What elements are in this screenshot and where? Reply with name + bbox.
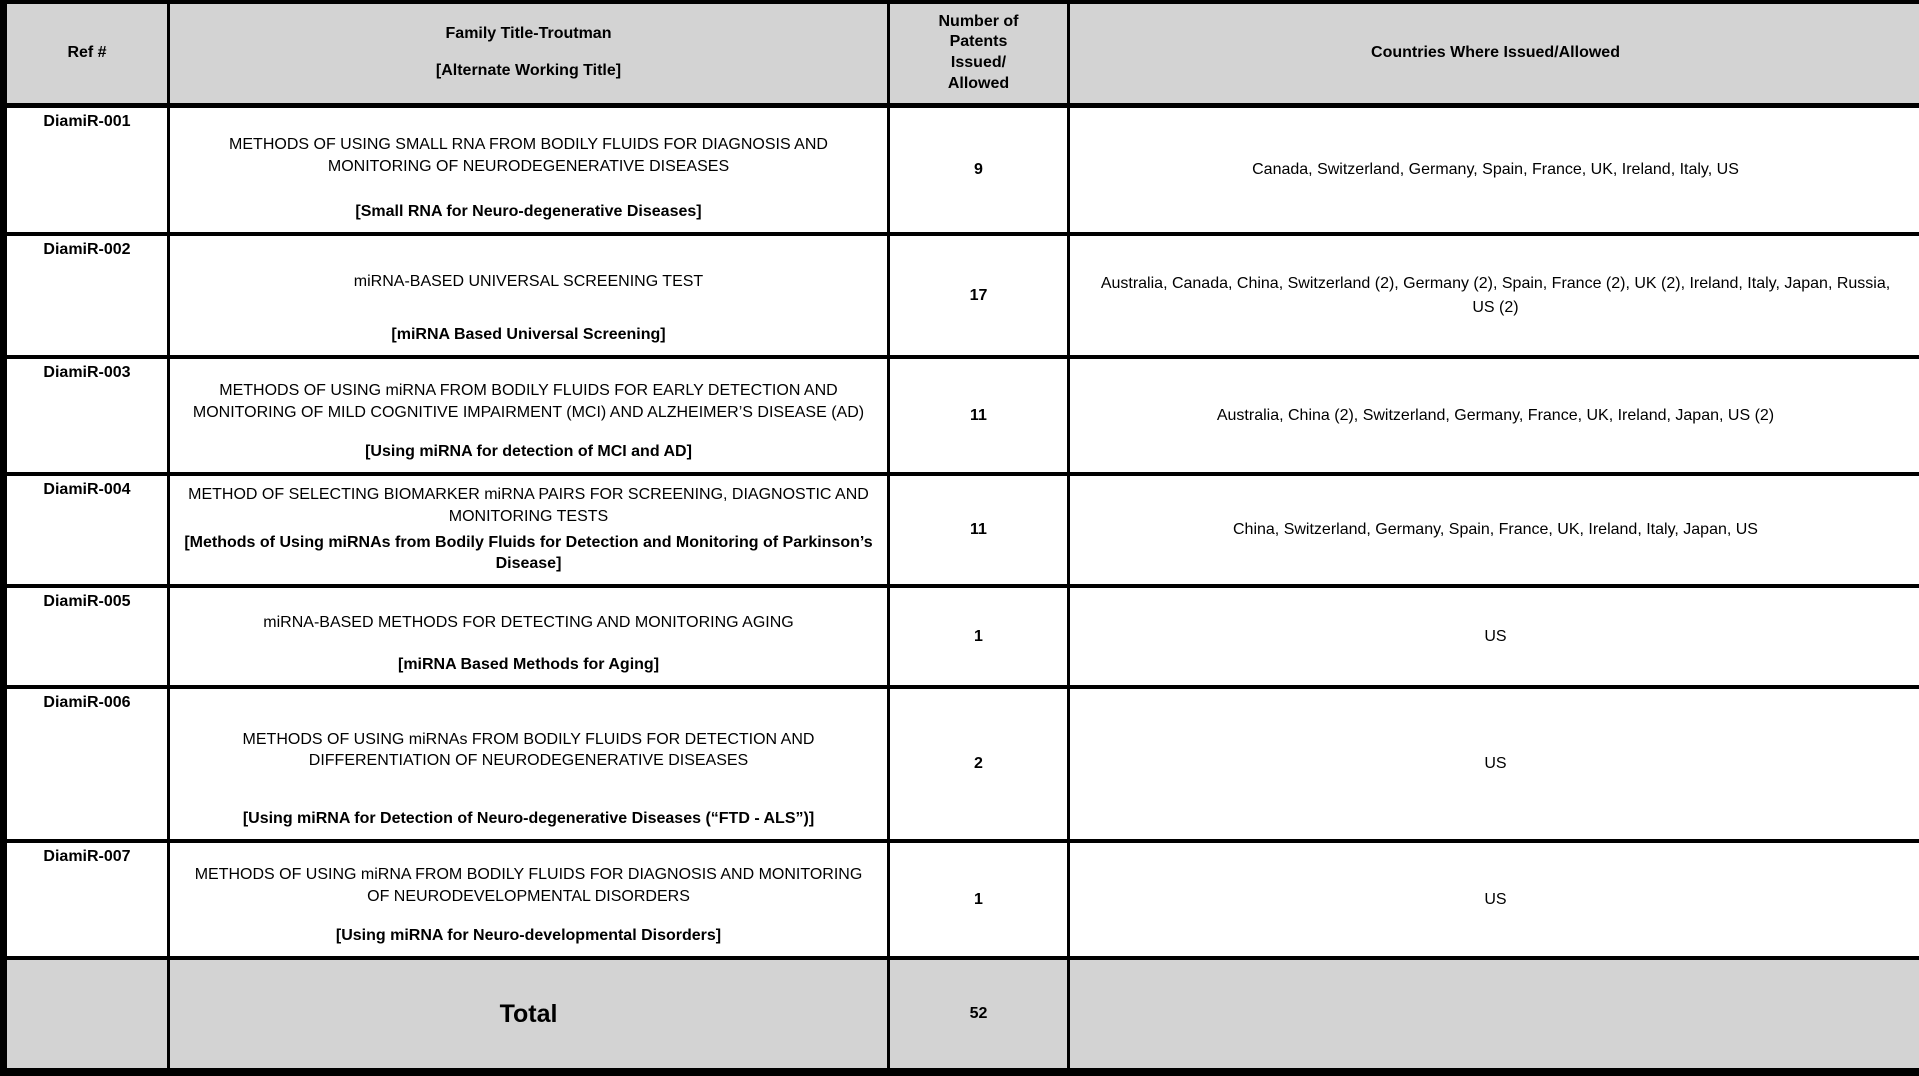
family-title-text: METHODS OF USING miRNA FROM BODILY FLUID… xyxy=(182,365,875,438)
family-title-text: METHODS OF USING SMALL RNA FROM BODILY F… xyxy=(182,114,875,199)
family-title-text: METHODS OF USING miRNAs FROM BODILY FLUI… xyxy=(182,695,875,805)
family-title-text: METHOD OF SELECTING BIOMARKER miRNA PAIR… xyxy=(182,482,875,529)
alternate-title-text: [miRNA Based Methods for Aging] xyxy=(182,651,875,676)
table-row: DiamiR-004 METHOD OF SELECTING BIOMARKER… xyxy=(4,474,1919,586)
countries-cell: US xyxy=(1069,687,1919,841)
patents-count-cell: 17 xyxy=(889,234,1069,357)
patents-count-cell: 1 xyxy=(889,586,1069,687)
countries-cell: Canada, Switzerland, Germany, Spain, Fra… xyxy=(1069,105,1919,234)
patents-count-cell: 11 xyxy=(889,357,1069,474)
family-title-cell: METHODS OF USING miRNA FROM BODILY FLUID… xyxy=(169,841,889,958)
family-title-cell: miRNA-BASED METHODS FOR DETECTING AND MO… xyxy=(169,586,889,687)
ref-cell: DiamiR-002 xyxy=(4,234,169,357)
countries-cell: China, Switzerland, Germany, Spain, Fran… xyxy=(1069,474,1919,586)
patents-count-cell: 1 xyxy=(889,841,1069,958)
patents-count-cell: 9 xyxy=(889,105,1069,234)
ref-cell: DiamiR-006 xyxy=(4,687,169,841)
family-title-cell: METHODS OF USING SMALL RNA FROM BODILY F… xyxy=(169,105,889,234)
family-title-text: miRNA-BASED UNIVERSAL SCREENING TEST xyxy=(182,242,875,321)
countries-cell: Australia, China (2), Switzerland, Germa… xyxy=(1069,357,1919,474)
table-row: DiamiR-001 METHODS OF USING SMALL RNA FR… xyxy=(4,105,1919,234)
alternate-title-text: [Using miRNA for detection of MCI and AD… xyxy=(182,438,875,463)
total-label-cell: Total xyxy=(169,958,889,1072)
table-body: DiamiR-001 METHODS OF USING SMALL RNA FR… xyxy=(4,105,1919,958)
family-title-text: METHODS OF USING miRNA FROM BODILY FLUID… xyxy=(182,849,875,922)
family-title-header-text: Family Title-Troutman xyxy=(446,24,612,45)
alternate-title-text: [Small RNA for Neuro-degenerative Diseas… xyxy=(182,198,875,223)
column-header-patents: Number of Patents Issued/ Allowed xyxy=(889,2,1069,105)
family-title-cell: METHODS OF USING miRNAs FROM BODILY FLUI… xyxy=(169,687,889,841)
total-ref-cell-empty xyxy=(4,958,169,1072)
ref-cell: DiamiR-001 xyxy=(4,105,169,234)
alternate-title-text: [Using miRNA for Detection of Neuro-dege… xyxy=(182,805,875,830)
table-row: DiamiR-007 METHODS OF USING miRNA FROM B… xyxy=(4,841,1919,958)
ref-cell: DiamiR-003 xyxy=(4,357,169,474)
patents-count-cell: 11 xyxy=(889,474,1069,586)
ref-cell: DiamiR-004 xyxy=(4,474,169,586)
alternate-title-header-text: [Alternate Working Title] xyxy=(436,61,621,82)
countries-cell: US xyxy=(1069,841,1919,958)
table-footer: Total 52 xyxy=(4,958,1919,1072)
total-patents-cell: 52 xyxy=(889,958,1069,1072)
alternate-title-text: [Using miRNA for Neuro-developmental Dis… xyxy=(182,922,875,947)
table-row: DiamiR-005 miRNA-BASED METHODS FOR DETEC… xyxy=(4,586,1919,687)
table-header: Ref # Family Title-Troutman [Alternate W… xyxy=(4,2,1919,105)
family-title-cell: METHODS OF USING miRNA FROM BODILY FLUID… xyxy=(169,357,889,474)
header-row: Ref # Family Title-Troutman [Alternate W… xyxy=(4,2,1919,105)
alternate-title-text: [Methods of Using miRNAs from Bodily Flu… xyxy=(182,529,875,575)
total-countries-cell-empty xyxy=(1069,958,1919,1072)
total-row: Total 52 xyxy=(4,958,1919,1072)
family-title-text: miRNA-BASED METHODS FOR DETECTING AND MO… xyxy=(182,594,875,651)
ref-cell: DiamiR-005 xyxy=(4,586,169,687)
table-row: DiamiR-006 METHODS OF USING miRNAs FROM … xyxy=(4,687,1919,841)
table-row: DiamiR-003 METHODS OF USING miRNA FROM B… xyxy=(4,357,1919,474)
countries-cell: US xyxy=(1069,586,1919,687)
patents-count-cell: 2 xyxy=(889,687,1069,841)
column-header-family-title: Family Title-Troutman [Alternate Working… xyxy=(169,2,889,105)
alternate-title-text: [miRNA Based Universal Screening] xyxy=(182,321,875,346)
column-header-countries: Countries Where Issued/Allowed xyxy=(1069,2,1919,105)
table-row: DiamiR-002 miRNA-BASED UNIVERSAL SCREENI… xyxy=(4,234,1919,357)
ref-cell: DiamiR-007 xyxy=(4,841,169,958)
family-title-cell: miRNA-BASED UNIVERSAL SCREENING TEST [mi… xyxy=(169,234,889,357)
countries-cell: Australia, Canada, China, Switzerland (2… xyxy=(1069,234,1919,357)
column-header-ref: Ref # xyxy=(4,2,169,105)
family-title-cell: METHOD OF SELECTING BIOMARKER miRNA PAIR… xyxy=(169,474,889,586)
